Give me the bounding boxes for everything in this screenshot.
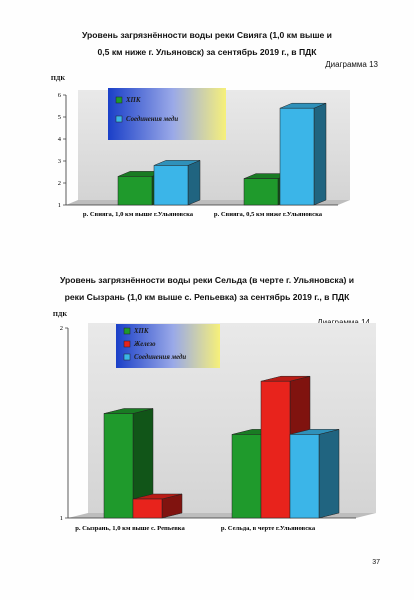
chart-1-legend-box [108,88,226,140]
chart-1-legend-entry: ХПК [125,97,141,104]
chart-1-bar [279,102,327,206]
chart-1-category-label: р. Свияга, 1,0 км выше г.Ульяновска [83,211,194,218]
chart-1-legend-swatch [115,96,123,104]
chart-2-legend-entry: ХПК [133,328,149,335]
chart-2-category-label: р. Сызрань, 1,0 км выше с. Репьевка [75,525,185,532]
chart-2-category-label: р. Сельда, в черте г.Ульяновска [221,525,316,532]
chart-2-legend-entry: Соединения меди [134,354,186,361]
chart-1-title: Уровень загрязнённости воды реки Свияга … [40,27,374,61]
chart-2-bar [132,493,183,519]
chart-2-bar [103,408,154,519]
chart-2-y-tick-label: 1 [60,515,63,522]
chart-1-bar-front [153,165,189,206]
chart-2-diagram-label: Диаграмма 14 [317,318,370,327]
chart-1: 1 2 3 4 5 6 ПДК р. Свияга, 1,0 км выше г.Ульяно… [51,75,350,218]
chart-2-bar-front [132,498,163,519]
chart-2-legend-swatch [123,327,131,335]
chart-2-legend: ХПК Железо Соединения меди [116,324,220,368]
chart-2-y-axis-label: ПДК [53,311,68,318]
chart-2-bar-front [231,434,262,519]
chart-1-y-axis-label: ПДК [51,75,66,82]
chart-1-y-tick-label: 1 [58,202,61,209]
page-number: 37 [372,559,380,566]
chart-1-bar-front [117,176,153,206]
chart-2-y-tick-label: 2 [60,325,63,332]
chart-1-y-tick-label: 2 [58,180,61,187]
chart-1-bar-front [243,178,279,206]
chart-2-legend-entry: Железо [133,341,156,348]
chart-1-legend-swatch [115,115,123,123]
chart-1-title-line-1: Уровень загрязнённости воды реки Свияга … [82,30,332,40]
chart-2-title-line-1: Уровень загрязнённости воды реки Сельда … [59,275,355,285]
chart-1-category-label: р. Свияга, 0,5 км ниже г.Ульяновска [214,211,323,218]
chart-2-title-line-2: реки Сызрань (1,0 км выше с. Репьевка) з… [64,292,350,302]
chart-2-legend-swatch [123,340,131,348]
chart-2-bar-front [289,434,320,519]
chart-1-legend: ХПК Соединения меди [108,88,226,140]
chart-1-y-tick-label: 5 [58,114,61,121]
chart-1-bar [153,160,201,206]
chart-2-bar-front [103,413,134,519]
chart-1-y-tick-label: 3 [58,158,61,165]
chart-2-bar-front [260,380,291,519]
chart-2-bar [289,429,340,519]
chart-1-bar-front [279,107,315,206]
chart-1-diagram-label: Диаграмма 13 [325,60,378,69]
chart-1-legend-entry: Соединения меди [126,116,178,123]
chart-2-legend-swatch [123,353,131,361]
chart-1-title-line-2: 0,5 км ниже г. Ульяновск) за сентябрь 20… [97,47,317,57]
chart-2-legend-box [116,324,220,368]
chart-1-y-tick-label: 6 [58,92,62,99]
chart-1-y-tick-label: 4 [58,136,62,143]
chart-2-title: Уровень загрязнённости воды реки Сельда … [30,272,384,306]
chart-2-bar-side [318,429,340,519]
chart-2: 1 2 ПДК р. Сызрань, 1,0 км выше с. Репьевка… [53,311,376,532]
